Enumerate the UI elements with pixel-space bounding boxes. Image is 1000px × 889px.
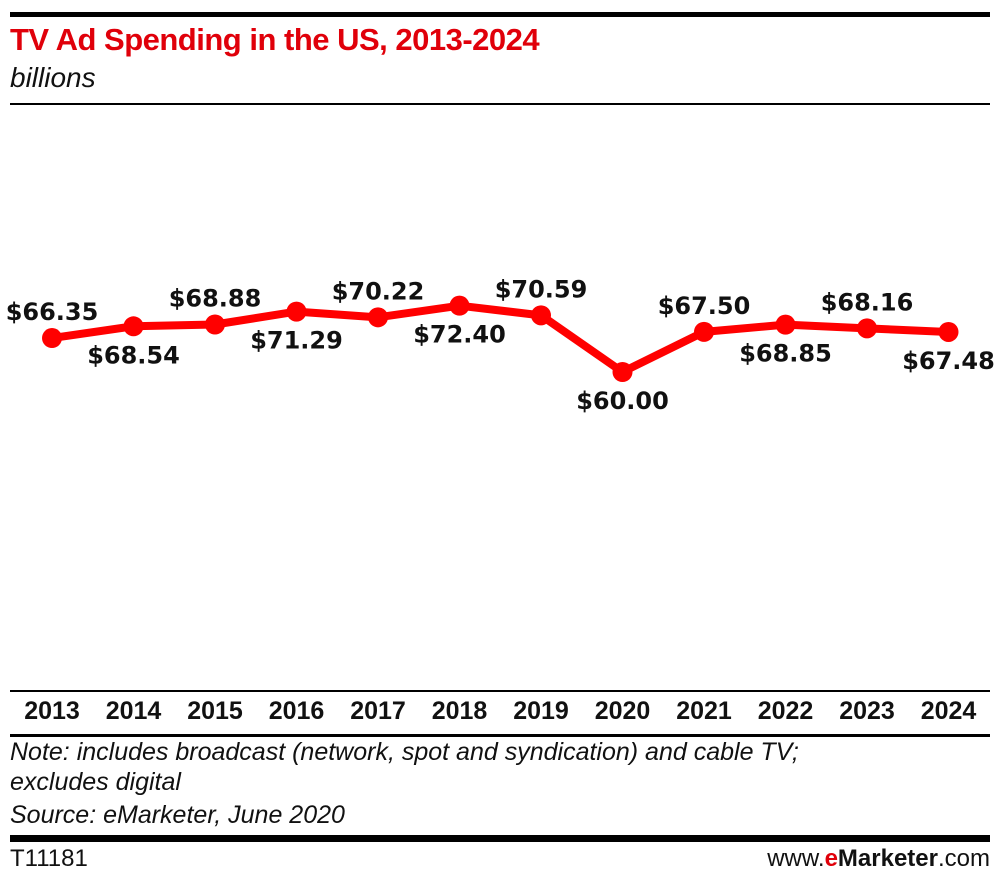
x-tick-label: 2021 (676, 697, 732, 725)
data-point-2019 (531, 305, 551, 326)
data-label-2018: $72.40 (413, 321, 506, 349)
footer-rule (10, 835, 990, 842)
x-tick-label: 2013 (24, 697, 80, 725)
x-tick-label: 2014 (105, 697, 162, 725)
brand-logo: www.eMarketer.com (767, 845, 990, 873)
data-point-2024 (938, 321, 959, 342)
data-label-2023: $68.16 (821, 288, 914, 316)
series-line (51, 301, 949, 376)
brand-suffix: .com (937, 845, 990, 872)
data-label-2013: $66.35 (6, 298, 99, 326)
data-label-layer: $66.35 $68.54 $68.88 $71.29 $70.22 $72.40 $70.… (6, 275, 995, 415)
data-point-2013 (42, 328, 62, 349)
x-axis: 2013 2014 2015 2016 2017 2018 2019 2020 2021 2022… (10, 697, 990, 733)
data-label-2020: $60.00 (576, 387, 669, 415)
source-line: Source: eMarketer, June 2020 (10, 801, 345, 829)
x-tick-label: 2015 (187, 697, 243, 725)
data-point-2020 (612, 362, 633, 382)
x-tick-label: 2023 (839, 697, 895, 725)
brand-e: e (824, 845, 838, 872)
data-label-2014: $68.54 (87, 341, 180, 369)
note-line-1: Note: includes broadcast (network, spot … (10, 738, 799, 766)
x-axis-top-rule (10, 690, 990, 692)
x-tick-label: 2024 (920, 697, 977, 725)
x-tick-label: 2020 (594, 697, 651, 725)
x-tick-label: 2022 (757, 697, 814, 725)
data-point-2021 (694, 321, 714, 342)
x-axis-bottom-rule (10, 734, 990, 737)
data-label-2017: $70.22 (332, 277, 425, 305)
data-point-2023 (857, 318, 877, 339)
data-label-2015: $68.88 (169, 284, 262, 312)
x-tick-label: 2018 (431, 697, 488, 725)
top-rule (10, 12, 990, 17)
data-point-2016 (286, 301, 307, 322)
data-label-2024: $67.48 (902, 347, 995, 375)
data-point-2017 (368, 307, 388, 328)
x-tick-label: 2016 (268, 697, 325, 725)
data-point-2022 (775, 314, 796, 335)
x-tick-label: 2019 (513, 697, 569, 725)
brand-prefix: www. (767, 845, 825, 872)
data-label-2016: $71.29 (250, 327, 343, 355)
note-line-2: excludes digital (10, 768, 181, 796)
data-point-2014 (123, 316, 144, 337)
data-point-2018 (449, 295, 470, 316)
data-label-2021: $67.50 (658, 292, 751, 320)
header-rule (10, 103, 990, 105)
chart-subtitle: billions (10, 62, 96, 93)
x-tick-label: 2017 (350, 697, 406, 725)
series-layer (42, 295, 959, 382)
chart-id: T11181 (10, 845, 88, 872)
data-label-2019: $70.59 (495, 275, 588, 303)
chart-title: TV Ad Spending in the US, 2013-2024 (10, 22, 540, 57)
data-point-2015 (205, 314, 225, 335)
data-label-2022: $68.85 (739, 340, 832, 368)
brand-name: Marketer (837, 845, 938, 872)
